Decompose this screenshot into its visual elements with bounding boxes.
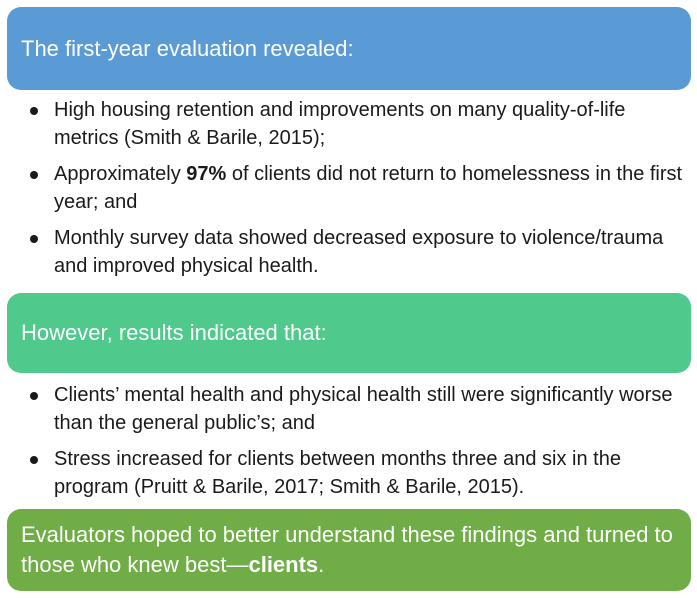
finding-text-pre: Approximately: [54, 163, 187, 185]
finding-text: Monthly survey data showed decreased exp…: [54, 227, 664, 277]
bullet-icon: [30, 171, 38, 179]
evaluation-heading-banner: The first-year evaluation revealed:: [7, 7, 691, 90]
bullet-icon: [30, 456, 38, 464]
finding-text-post: of clients did not return to homelessnes…: [54, 163, 683, 213]
result-text: Stress increased for clients between mon…: [54, 448, 621, 498]
conclusion-text-post: .: [318, 552, 325, 577]
bullet-icon: [30, 392, 38, 400]
list-item: Approximately 97% of clients did not ret…: [24, 160, 684, 216]
conclusion-banner: Evaluators hoped to better understand th…: [7, 509, 691, 591]
list-item: High housing retention and improvements …: [24, 96, 684, 152]
list-item: Clients’ mental health and physical heal…: [24, 381, 684, 437]
results-heading-banner: However, results indicated that:: [7, 293, 691, 373]
bullet-icon: [30, 107, 38, 115]
list-item: Monthly survey data showed decreased exp…: [24, 224, 684, 280]
results-list: Clients’ mental health and physical heal…: [24, 381, 684, 509]
conclusion-text: Evaluators hoped to better understand th…: [21, 520, 691, 579]
results-heading: However, results indicated that:: [21, 320, 327, 345]
conclusion-emphasis: clients: [248, 552, 319, 577]
finding-percentage: 97%: [186, 163, 227, 185]
result-text: Clients’ mental health and physical heal…: [54, 384, 673, 434]
bullet-icon: [30, 235, 38, 243]
conclusion-text-pre: Evaluators hoped to better understand th…: [21, 522, 673, 577]
evaluation-heading: The first-year evaluation revealed:: [21, 35, 354, 61]
list-item: Stress increased for clients between mon…: [24, 445, 684, 501]
findings-list: High housing retention and improvements …: [24, 96, 684, 288]
finding-text: High housing retention and improvements …: [54, 99, 626, 149]
